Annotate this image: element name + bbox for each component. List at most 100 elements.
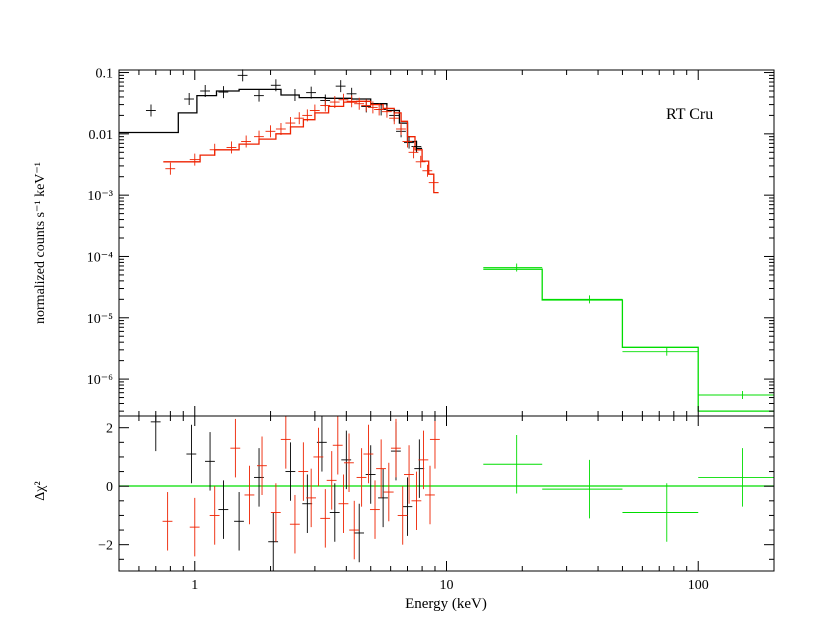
residual-point	[483, 435, 543, 494]
residual-point	[376, 439, 386, 498]
spectrum-data-points	[145, 69, 774, 400]
residual-point	[298, 442, 309, 501]
source-name-annotation: RT Cru	[666, 106, 713, 123]
residual-point	[320, 489, 331, 548]
residual-point	[429, 416, 440, 469]
spectrum-point	[309, 104, 320, 117]
residual-point	[218, 480, 229, 539]
spectrum-point	[374, 103, 384, 116]
spectrum-point	[189, 153, 200, 166]
spectrum-point	[184, 93, 194, 106]
residual-point	[186, 424, 197, 484]
residual-point	[285, 442, 296, 501]
residual-point	[402, 477, 413, 536]
residual-point	[313, 427, 324, 487]
y-tick-label: 0.1	[96, 67, 114, 82]
residual-point	[424, 465, 435, 525]
spectrum-point	[265, 125, 276, 138]
residual-point	[356, 448, 367, 507]
spectrum-point	[389, 112, 400, 125]
spectrum-point	[367, 101, 378, 114]
spectrum-point	[254, 89, 264, 102]
residual-point	[234, 492, 244, 551]
spectrum-point	[241, 135, 251, 148]
spectrum-y-axis-label: normalized counts s⁻¹ keV⁻¹	[33, 162, 48, 324]
spectrum-point	[408, 146, 419, 159]
y-tick-label: 2	[106, 422, 113, 437]
residual-point	[326, 451, 337, 510]
spectrum-point	[622, 347, 699, 356]
spectrum-point	[404, 136, 414, 149]
spectrum-point	[320, 99, 331, 112]
spectrum-point	[542, 295, 623, 304]
spectrum-point	[218, 86, 229, 99]
y-tick-label: 0	[106, 480, 113, 495]
spectrum-point	[346, 95, 357, 108]
spectrum-point	[381, 105, 392, 118]
residual-point	[383, 462, 394, 522]
spectrum-point	[396, 122, 406, 135]
residual-point	[363, 424, 374, 484]
residual-point	[418, 430, 429, 490]
residual-point	[378, 468, 388, 528]
residual-point	[302, 474, 313, 533]
residual-point	[162, 492, 173, 551]
residual-point	[205, 432, 215, 491]
x-tick-label: 1	[191, 578, 198, 593]
spectrum-point	[306, 86, 316, 99]
spectrum-point	[285, 117, 296, 130]
spectrum-panel: 0.1 0.01 10⁻³ 10⁻⁴ 10⁻⁵ 10⁻⁶ RT Cru normalize…	[33, 67, 775, 417]
y-tick-label: 0.01	[89, 128, 114, 143]
spectrum-point	[200, 84, 211, 97]
residual-point	[354, 503, 365, 563]
residual-point	[306, 468, 316, 528]
spectrum-point	[289, 89, 300, 102]
spectrum-point	[428, 176, 439, 189]
model-step-line-2	[483, 268, 774, 412]
y-tick-label: 10⁻⁴	[87, 250, 113, 265]
residual-point	[343, 433, 354, 493]
x-tick-label: 100	[688, 578, 709, 593]
spectrum-point	[354, 97, 365, 110]
residual-point	[369, 480, 380, 539]
x-tick-label: 10	[440, 578, 454, 593]
residual-point	[622, 483, 699, 542]
residuals-panel: 1 10 100 2 0 −2 Δχ² Energy (keV)	[33, 415, 775, 612]
residual-point	[390, 418, 401, 478]
y-tick-label: 10⁻⁶	[87, 373, 113, 388]
spectrum-point	[145, 104, 156, 117]
residual-point	[332, 416, 343, 475]
spectrum-point	[275, 122, 286, 135]
spectrum-point	[698, 391, 774, 400]
residual-point	[280, 416, 291, 469]
spectrum-point	[254, 130, 264, 143]
residual-point	[397, 486, 408, 545]
y-tick-label: 10⁻⁵	[87, 312, 113, 327]
spectrum-point	[165, 162, 176, 175]
residual-point	[329, 483, 340, 542]
residual-point	[150, 416, 161, 452]
residual-point	[698, 448, 774, 507]
spectrum-point	[226, 141, 237, 154]
spectrum-point	[209, 143, 220, 156]
residual-point	[209, 486, 220, 545]
y-tick-label: −2	[98, 539, 113, 554]
residual-point	[289, 494, 300, 554]
residual-point	[244, 465, 255, 525]
residual-point	[414, 439, 425, 498]
y-tick-label: 10⁻³	[87, 189, 113, 204]
spectrum-point	[237, 69, 248, 82]
residual-point	[404, 445, 414, 504]
spectrum-point	[294, 112, 305, 125]
residual-point	[341, 430, 352, 490]
residual-point	[411, 471, 422, 531]
residuals-y-axis-label: Δχ²	[33, 481, 48, 500]
energy-x-axis-label: Energy (keV)	[405, 596, 487, 612]
spectrum-point	[411, 140, 422, 153]
residual-point	[270, 483, 281, 542]
residual-point	[268, 512, 279, 571]
residual-data-points	[150, 416, 774, 571]
residual-point	[189, 497, 200, 557]
spectrum-point	[361, 99, 372, 112]
